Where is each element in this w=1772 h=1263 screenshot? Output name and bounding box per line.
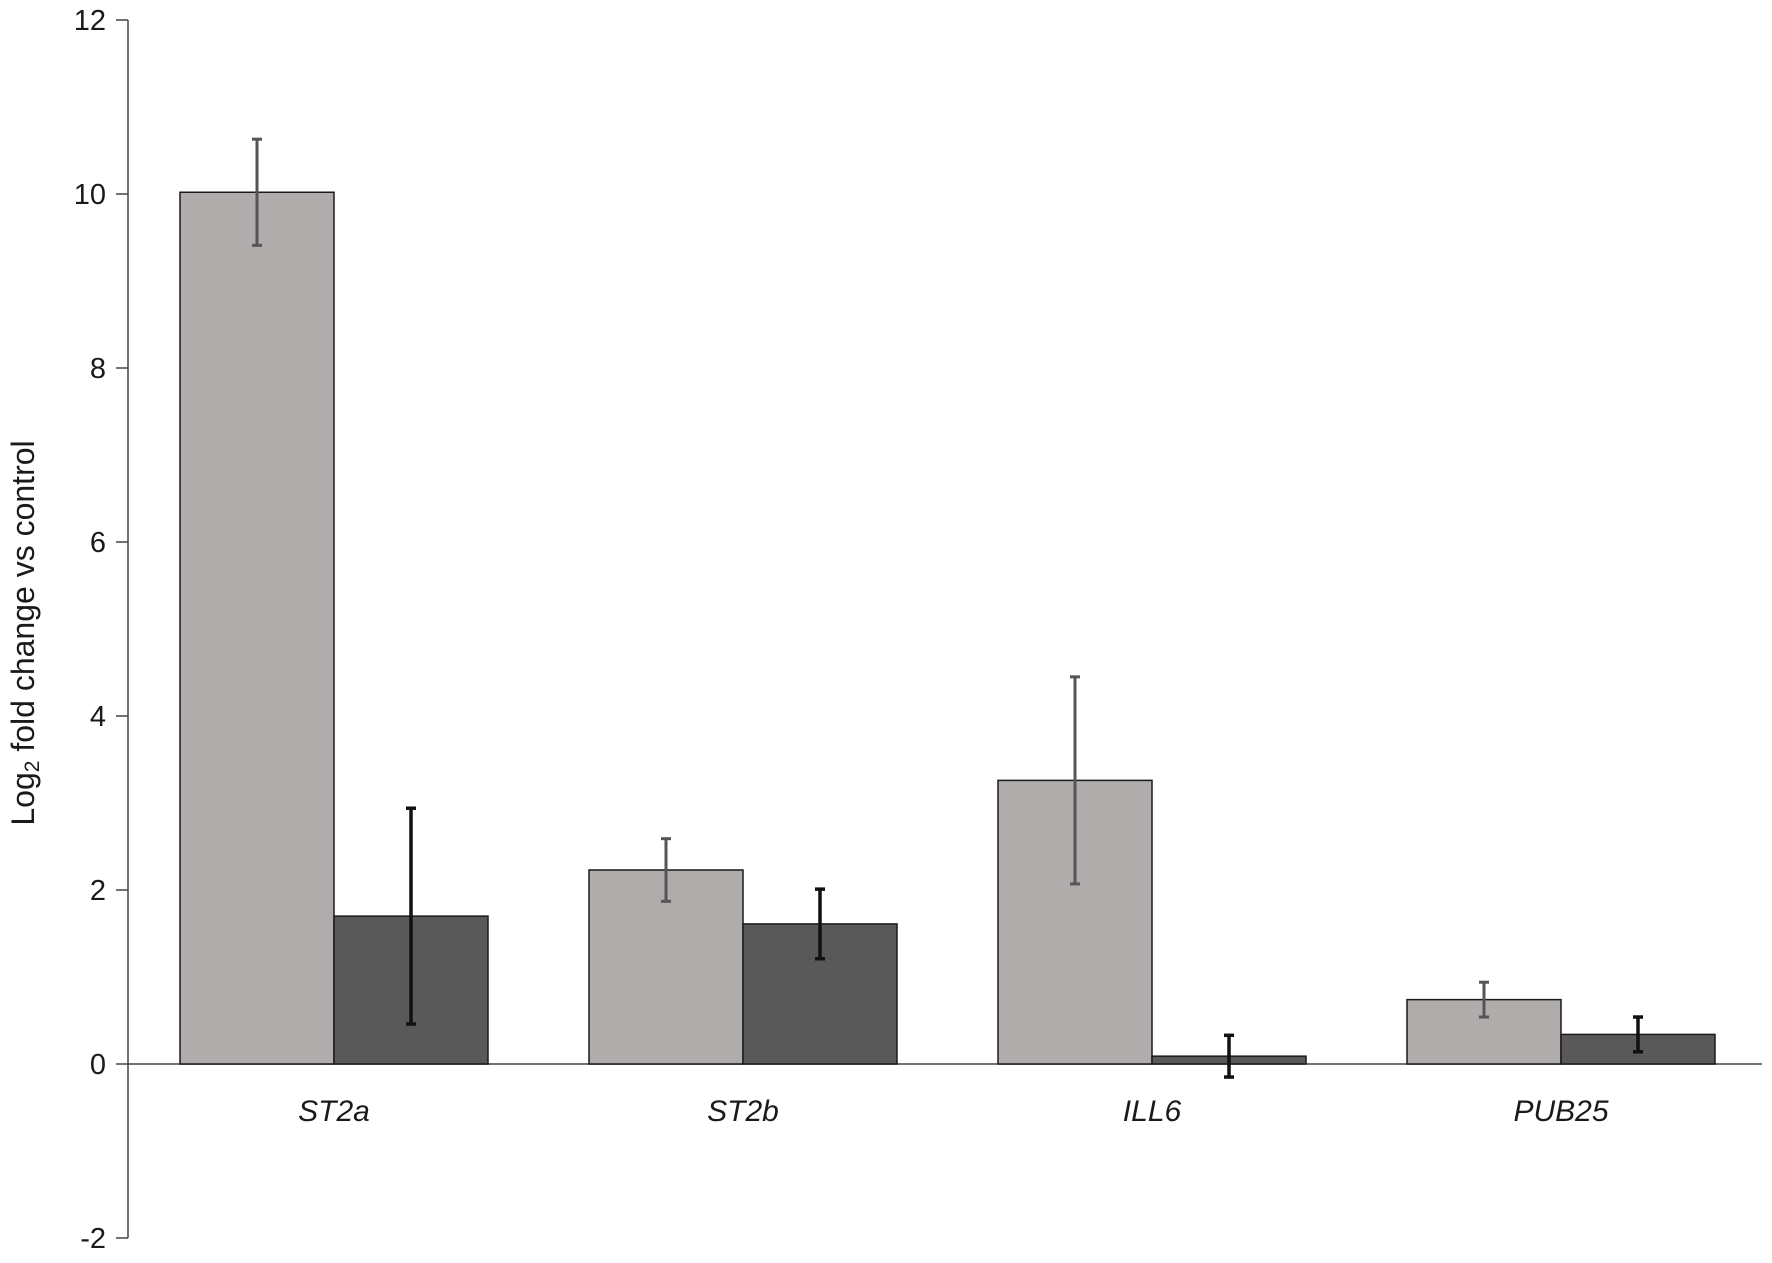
y-tick-label: 10: [74, 179, 106, 211]
y-axis-title-subscript: 2: [21, 761, 44, 773]
y-tick-label: 2: [90, 875, 106, 907]
category-label-pub25: PUB25: [1513, 1095, 1608, 1128]
category-label-ill6: ILL6: [1123, 1095, 1182, 1128]
error-bars-layer: [252, 137, 1643, 1079]
y-tick-label: 4: [90, 701, 106, 733]
bar-series-1-ill6: [997, 779, 1153, 1065]
y-tick-label: 8: [90, 353, 106, 385]
y-tick-label: 12: [74, 5, 106, 37]
y-tick-label: 0: [90, 1049, 106, 1081]
y-axis-title-main: Log: [5, 772, 41, 825]
category-label-st2b: ST2b: [707, 1095, 779, 1128]
y-axis-title-rest: fold change vs control: [5, 440, 41, 760]
bar-series-1-st2a: [179, 191, 335, 1065]
y-axis-title: Log2 fold change vs control: [5, 440, 43, 825]
category-label-st2a: ST2a: [298, 1095, 370, 1128]
y-tick-label: -2: [80, 1223, 106, 1255]
y-tick-label: 6: [90, 527, 106, 559]
